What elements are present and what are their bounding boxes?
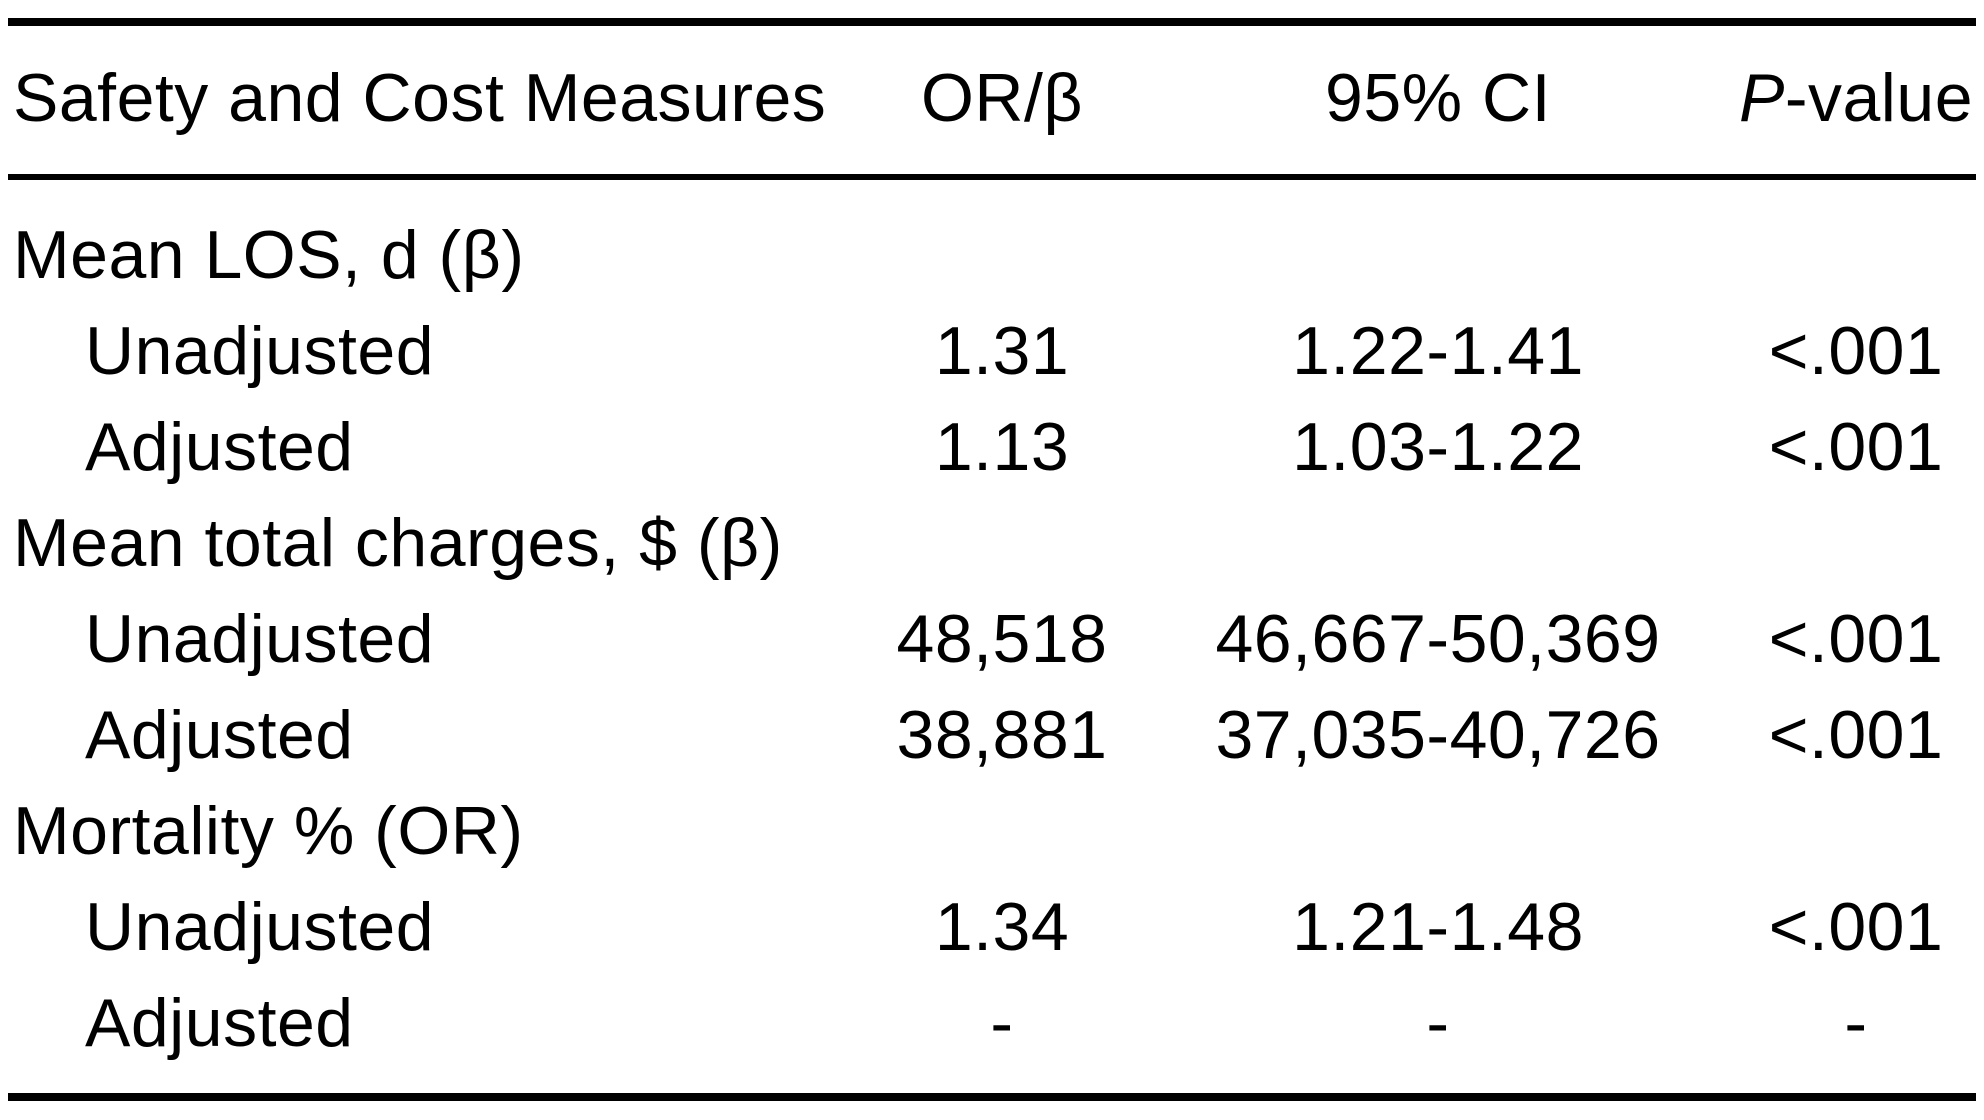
p-value: <.001 [1768, 313, 1944, 389]
column-header-measures: Safety and Cost Measures [13, 60, 827, 136]
p-value-rest: -value [1784, 60, 1974, 136]
table-row-total-charges: Mean total charges, $ (β) [0, 495, 1984, 591]
ci-value: 46,667-50,369 [1215, 601, 1661, 677]
or-beta-value: 1.13 [934, 409, 1070, 485]
table-row-mean-los: Mean LOS, d (β) [0, 207, 1984, 303]
row-label: Adjusted [85, 985, 354, 1061]
table-bottom-rule [8, 1093, 1976, 1101]
ci-value: 1.03-1.22 [1292, 409, 1584, 485]
table-row-mortality: Mortality % (OR) [0, 783, 1984, 879]
table-header-row: Safety and Cost Measures OR/β 95% CI P-v… [0, 50, 1984, 146]
row-label: Adjusted [85, 697, 354, 773]
ci-value: - [1426, 985, 1450, 1061]
row-label: Mean total charges, $ (β) [13, 505, 783, 581]
row-label: Unadjusted [85, 889, 435, 965]
table-row-charges-adjusted: Adjusted 38,881 37,035-40,726 <.001 [0, 687, 1984, 783]
ci-value: 1.21-1.48 [1292, 889, 1584, 965]
row-label: Adjusted [85, 409, 354, 485]
or-beta-value: 38,881 [896, 697, 1108, 773]
column-header-ci: 95% CI [1325, 60, 1551, 136]
p-value: - [1844, 985, 1868, 1061]
column-header-p-value: P-value [1728, 64, 1984, 132]
table-row-charges-unadjusted: Unadjusted 48,518 46,667-50,369 <.001 [0, 591, 1984, 687]
p-value: <.001 [1768, 601, 1944, 677]
table-body: Mean LOS, d (β) Unadjusted 1.31 1.22-1.4… [0, 207, 1984, 1071]
ci-value: 37,035-40,726 [1215, 697, 1661, 773]
p-value: <.001 [1768, 697, 1944, 773]
row-label: Mortality % (OR) [13, 793, 524, 869]
table-row-mortality-adjusted: Adjusted - - - [0, 975, 1984, 1071]
or-beta-value: 48,518 [896, 601, 1108, 677]
row-label: Unadjusted [85, 601, 435, 677]
table-row-mortality-unadjusted: Unadjusted 1.34 1.21-1.48 <.001 [0, 879, 1984, 975]
or-beta-value: - [990, 985, 1014, 1061]
or-beta-value: 1.34 [934, 889, 1070, 965]
p-value: <.001 [1768, 409, 1944, 485]
p-value-italic-p: P [1738, 60, 1785, 136]
or-beta-value: 1.31 [934, 313, 1070, 389]
table-row-los-adjusted: Adjusted 1.13 1.03-1.22 <.001 [0, 399, 1984, 495]
p-value: <.001 [1768, 889, 1944, 965]
row-label: Mean LOS, d (β) [13, 217, 525, 293]
table-header-rule [8, 174, 1976, 180]
ci-value: 1.22-1.41 [1292, 313, 1584, 389]
row-label: Unadjusted [85, 313, 435, 389]
table-row-los-unadjusted: Unadjusted 1.31 1.22-1.41 <.001 [0, 303, 1984, 399]
column-header-or-beta: OR/β [920, 60, 1083, 136]
table-top-rule [8, 18, 1976, 26]
